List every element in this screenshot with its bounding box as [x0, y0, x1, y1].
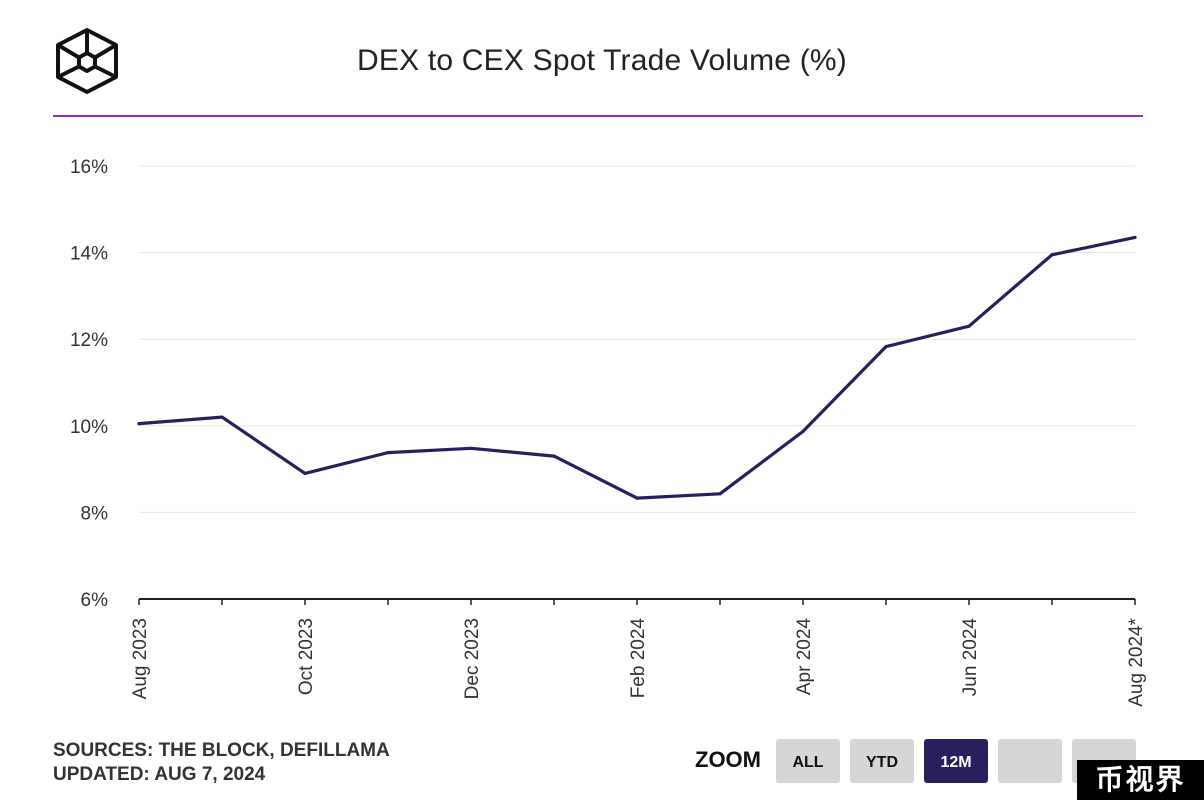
x-tick-label: Feb 2024 [628, 618, 649, 699]
y-tick-label: 6% [81, 590, 109, 611]
x-tick-label: Dec 2023 [462, 618, 483, 699]
data-point [137, 422, 141, 426]
x-tick-label: Aug 2024* [1126, 617, 1147, 706]
x-tick-label: Apr 2024 [794, 618, 815, 696]
sources-text: SOURCES: THE BLOCK, DEFILLAMA [53, 740, 390, 761]
series-line [137, 235, 1137, 500]
data-point [386, 451, 390, 455]
zoom-ytd-button[interactable]: YTD [850, 739, 914, 783]
updated-text: UPDATED: AUG 7, 2024 [53, 764, 266, 785]
y-tick-label: 14% [70, 244, 108, 265]
data-point [303, 471, 307, 476]
zoom-option-button[interactable] [998, 739, 1062, 783]
y-tick-label: 16% [70, 157, 108, 178]
y-axis-tick-labels: 6% 8% 10% 12% 14% 16% [70, 157, 108, 611]
data-point [552, 454, 556, 458]
title-divider [53, 115, 1143, 117]
data-point [1050, 253, 1054, 257]
x-tick-label: Jun 2024 [960, 618, 981, 697]
chart-title: DEX to CEX Spot Trade Volume (%) [357, 44, 847, 77]
data-point [220, 415, 224, 419]
data-point [801, 429, 805, 434]
series-layer [137, 235, 1137, 500]
footer-sources: SOURCES: THE BLOCK, DEFILLAMA UPDATED: A… [53, 739, 390, 787]
data-point [884, 344, 888, 349]
x-axis-tick-labels: Aug 2023 Oct 2023 Dec 2023 Feb 2024 Apr 2024… [130, 617, 1147, 706]
x-axis [138, 598, 1136, 605]
x-tick-label: Aug 2023 [130, 618, 151, 699]
data-point [1133, 235, 1137, 240]
zoom-12m-button[interactable]: 12M [924, 739, 988, 783]
x-tick-label: Oct 2023 [296, 618, 317, 695]
watermark: 币视界 [1077, 760, 1204, 800]
line-chart: 6% 8% 10% 12% 14% 16% Aug 2023 Oct 2023 Dec 202… [70, 157, 1147, 707]
zoom-all-button[interactable]: ALL [776, 739, 840, 783]
zoom-label: ZOOM [695, 747, 761, 772]
y-tick-label: 10% [70, 417, 108, 438]
data-point [635, 496, 639, 500]
y-tick-label: 12% [70, 330, 108, 351]
data-point [718, 492, 722, 496]
y-tick-label: 8% [81, 503, 109, 524]
data-point [469, 446, 473, 450]
the-block-cube-icon [56, 28, 118, 94]
gridlines [139, 165, 1135, 513]
data-point [967, 324, 971, 328]
